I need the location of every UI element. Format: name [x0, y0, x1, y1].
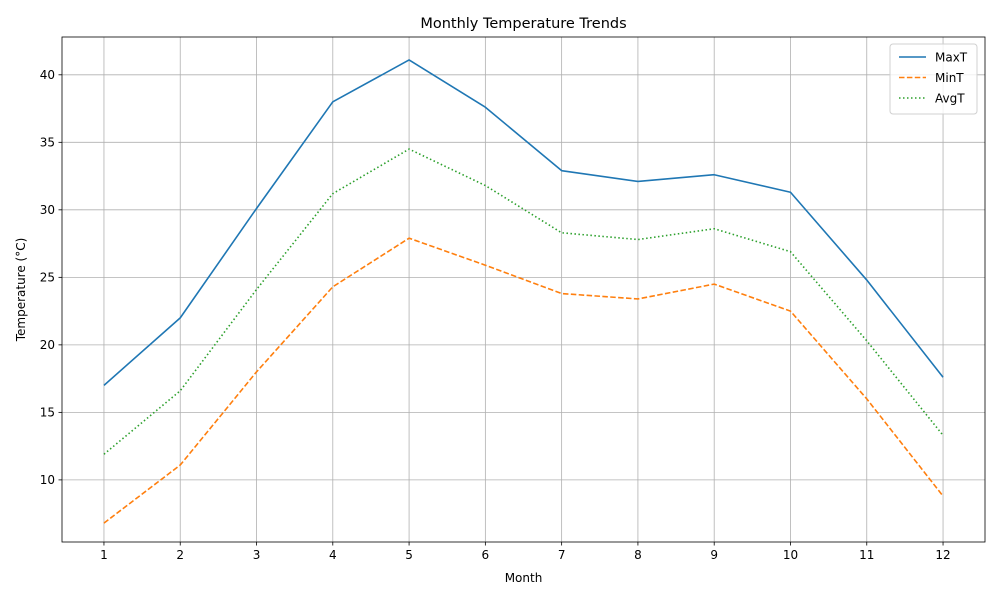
y-tick-label: 20	[40, 338, 55, 352]
x-tick-label: 12	[935, 548, 950, 562]
x-tick-label: 5	[405, 548, 413, 562]
x-tick-label: 3	[253, 548, 261, 562]
y-tick-label: 35	[40, 136, 55, 150]
y-tick-label: 30	[40, 203, 55, 217]
legend-label-mint: MinT	[935, 71, 964, 85]
x-tick-label: 8	[634, 548, 642, 562]
grid	[62, 37, 985, 542]
y-axis-ticks: 10 15 20 25 30 35 40	[40, 68, 62, 487]
series-line-avgt	[103, 148, 944, 455]
x-tick-label: 9	[710, 548, 718, 562]
x-tick-label: 6	[482, 548, 490, 562]
x-axis-label: Month	[505, 571, 543, 585]
x-tick-label: 11	[859, 548, 874, 562]
series-line-maxt	[103, 59, 944, 386]
legend: MaxT MinT AvgT	[889, 43, 978, 115]
x-tick-label: 7	[558, 548, 566, 562]
y-tick-label: 10	[40, 473, 55, 487]
series-line-mint	[103, 237, 944, 524]
y-tick-label: 15	[40, 406, 55, 420]
legend-label-maxt: MaxT	[935, 50, 968, 64]
x-tick-label: 2	[176, 548, 184, 562]
x-tick-label: 1	[100, 548, 108, 562]
plot-frame	[61, 36, 986, 543]
y-tick-label: 40	[40, 68, 55, 82]
y-tick-label: 25	[40, 271, 55, 285]
x-tick-label: 10	[783, 548, 798, 562]
y-axis-label: Temperature (°C)	[14, 238, 28, 343]
legend-label-avgt: AvgT	[935, 91, 965, 105]
x-tick-label: 4	[329, 548, 337, 562]
legend-box	[889, 43, 978, 115]
x-axis-ticks: 1 2 3 4 5 6 7 8 9 10 11 12	[100, 542, 951, 562]
chart-title: Monthly Temperature Trends	[420, 16, 626, 32]
series-lines	[103, 59, 944, 524]
